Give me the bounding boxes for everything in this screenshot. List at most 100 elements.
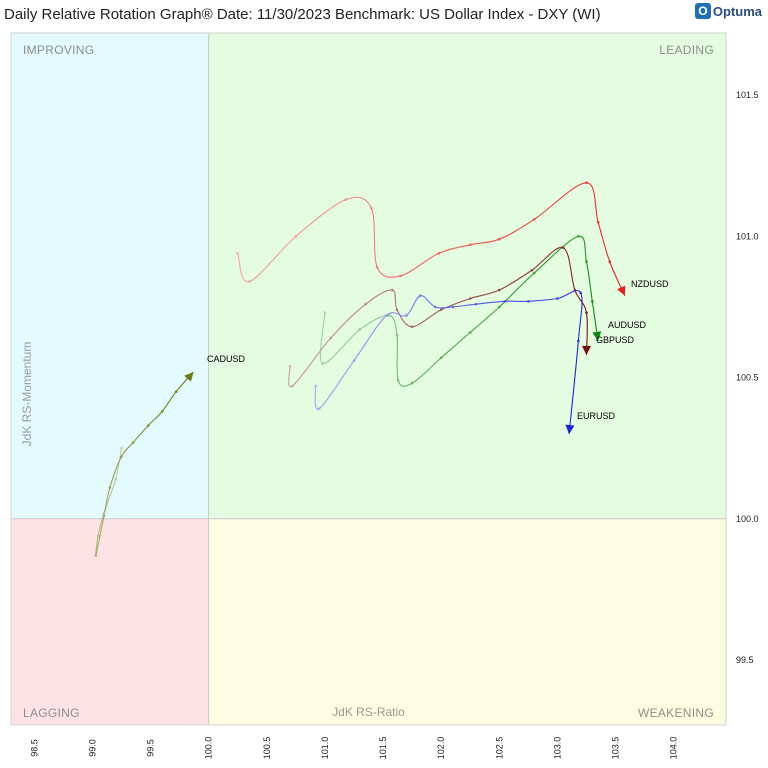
tail-point — [439, 308, 443, 312]
tail-point — [474, 302, 478, 306]
tail-point — [434, 305, 437, 309]
tail-point — [375, 266, 379, 269]
tail-point — [174, 390, 178, 394]
tail-segment — [397, 380, 413, 387]
tail-point — [96, 534, 100, 538]
head-arrow — [565, 424, 575, 435]
tail-point — [468, 243, 472, 247]
tail-point — [577, 235, 580, 238]
x-tick-label: 103.0 — [552, 737, 562, 760]
tail-point — [146, 424, 150, 427]
tail-point — [391, 288, 394, 292]
tail-segment — [469, 306, 500, 333]
tail-point — [418, 294, 422, 297]
tail-point — [364, 302, 367, 306]
tail-point — [497, 237, 501, 241]
tail-point — [497, 288, 501, 292]
tail-segment — [562, 247, 576, 291]
series-eurusd[interactable]: EURUSD — [314, 290, 616, 435]
tail-segment — [376, 267, 401, 278]
x-tick-label: 101.0 — [320, 737, 330, 760]
tail-segment — [95, 515, 105, 556]
tail-segment — [578, 235, 588, 262]
x-tick-label: 99.5 — [146, 739, 156, 757]
tail-point — [527, 300, 530, 303]
quadrant-label-weakening: WEAKENING — [638, 706, 714, 720]
tail-point — [410, 325, 414, 329]
tail-point — [370, 206, 373, 210]
tail-point — [291, 384, 294, 388]
series-tails: NZDUSD AUDUSD GBPUSD EURUSD CADUSD — [94, 181, 669, 557]
tail-point — [288, 364, 292, 368]
tail-point — [591, 300, 594, 303]
optuma-logo-icon: O — [694, 3, 711, 19]
tail-point — [532, 218, 536, 221]
tail-segment — [440, 331, 471, 359]
tail-segment — [319, 312, 326, 364]
tail-point — [102, 511, 106, 515]
head-arrow — [617, 285, 626, 296]
x-tick-label: 102.0 — [436, 737, 446, 760]
tail-point — [608, 260, 612, 264]
tail-segment — [470, 238, 500, 246]
tail-point — [532, 271, 536, 275]
plot-frame — [10, 32, 727, 726]
tail-segment — [574, 289, 588, 313]
quadrant-label-leading: LEADING — [659, 43, 714, 57]
tail-point — [321, 362, 324, 365]
series-label: GBPUSD — [596, 335, 635, 345]
tail-segment — [314, 385, 320, 410]
tail-point — [577, 339, 580, 343]
tail-point — [329, 336, 333, 340]
tail-segment — [161, 391, 177, 412]
tail-segment — [370, 207, 378, 268]
series-label: AUDUSD — [608, 320, 647, 330]
tail-segment — [147, 411, 163, 426]
series-audusd[interactable]: AUDUSD — [319, 235, 647, 387]
tail-point — [468, 331, 472, 334]
optuma-logo: O Optuma — [694, 3, 762, 19]
tail-point — [102, 514, 106, 518]
tail-segment — [597, 222, 611, 262]
tail-point — [585, 260, 588, 264]
y-tick-label: 101.0 — [736, 231, 759, 241]
series-nzdusd[interactable]: NZDUSD — [236, 181, 669, 296]
x-tick-label: 100.0 — [204, 737, 214, 760]
tail-point — [468, 297, 472, 300]
tail-segment — [365, 289, 393, 305]
tail-segment — [291, 337, 332, 387]
tail-point — [585, 181, 588, 184]
series-cadusd[interactable]: CADUSD — [94, 354, 246, 557]
tail-point — [294, 235, 298, 238]
quadrant-leading — [208, 33, 726, 519]
tail-segment — [249, 235, 297, 283]
tail-point — [352, 359, 356, 362]
tail-segment — [452, 303, 477, 308]
tail-point — [579, 291, 582, 295]
quadrant-weakening — [208, 518, 726, 725]
tail-segment — [405, 295, 421, 316]
tail-segment — [237, 253, 250, 283]
tail-segment — [318, 360, 355, 410]
tail-segment — [440, 297, 471, 311]
x-tick-label: 99.0 — [87, 739, 97, 757]
tail-point — [323, 311, 327, 314]
x-tick-label: 98.5 — [29, 739, 39, 757]
tail-segment — [533, 182, 587, 220]
x-tick-label: 100.5 — [262, 737, 272, 760]
series-gbpusd[interactable]: GBPUSD — [288, 246, 635, 388]
tail-point — [385, 314, 388, 317]
head-arrow — [581, 345, 591, 355]
tail-point — [503, 300, 507, 303]
tail-segment — [396, 335, 399, 381]
x-tick-label: 102.5 — [494, 737, 504, 760]
y-tick-label: 99.5 — [736, 655, 754, 665]
tail-segment — [498, 272, 535, 308]
tail-segment — [330, 303, 366, 339]
quadrant-label-lagging: LAGGING — [23, 706, 80, 720]
tail-segment — [396, 309, 413, 328]
tail-segment — [499, 218, 535, 240]
chart-title: Daily Relative Rotation Graph® Date: 11/… — [4, 6, 601, 23]
tail-segment — [557, 290, 582, 300]
